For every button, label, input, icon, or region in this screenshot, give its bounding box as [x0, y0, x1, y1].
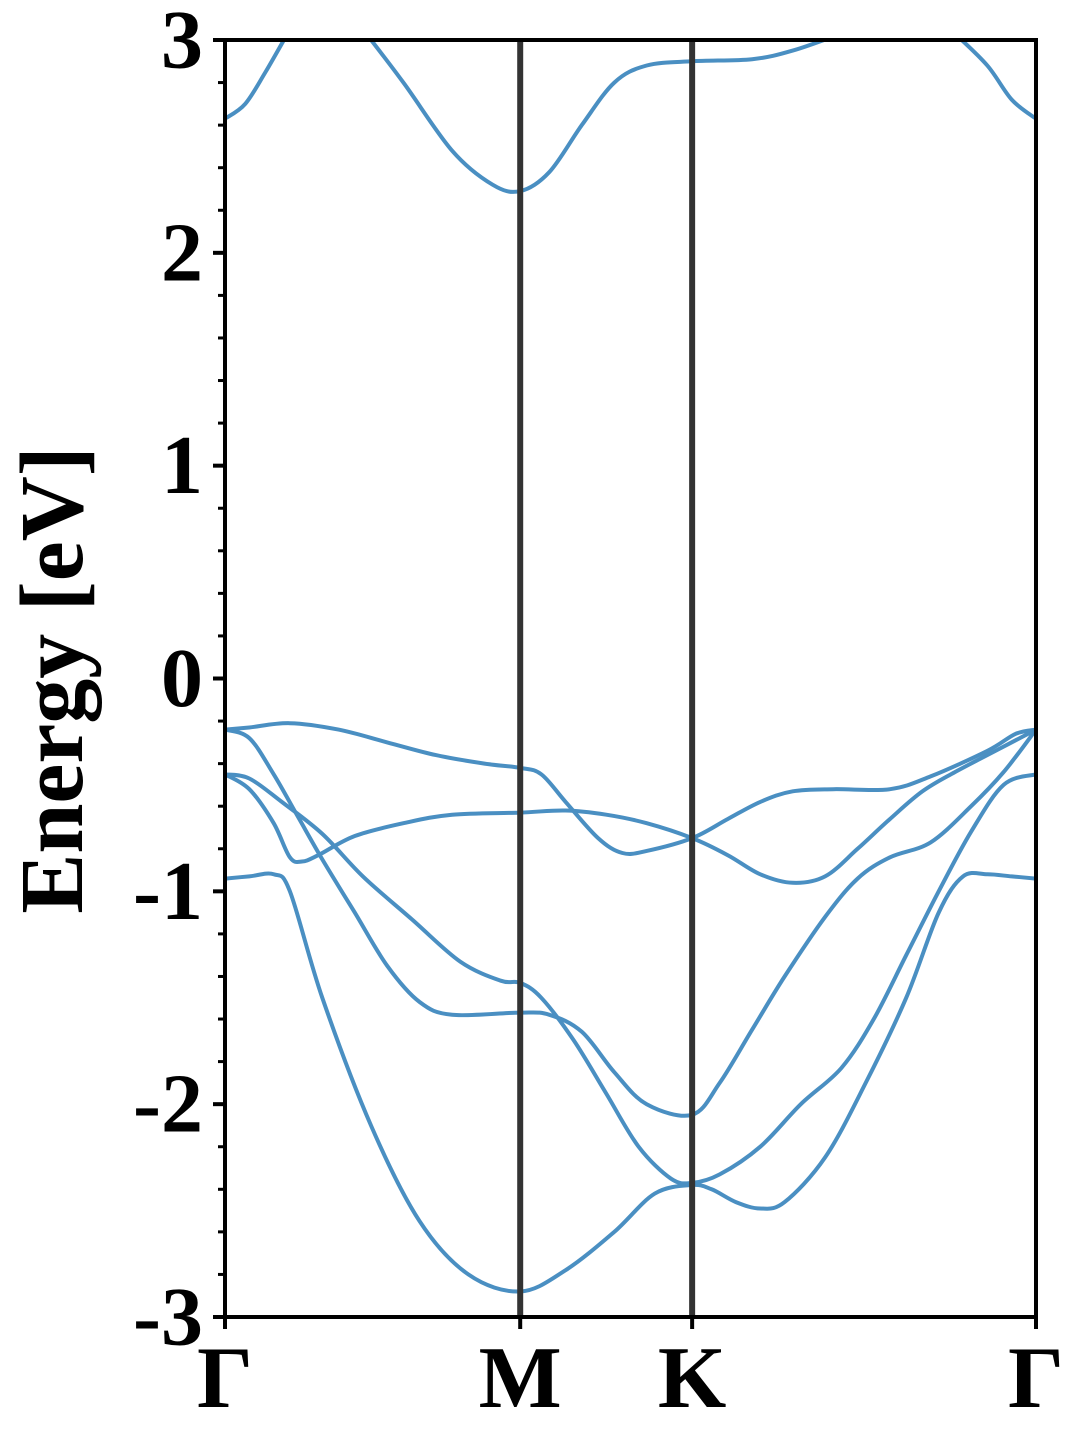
band-line-4	[225, 721, 1036, 856]
band-line-6	[225, 727, 1036, 885]
y-tick-label: 0	[161, 632, 203, 725]
band-line-2	[368, 40, 830, 194]
band-line-5	[225, 727, 1036, 1118]
y-tick-label: -2	[133, 1058, 203, 1151]
y-tick-label: 2	[161, 206, 203, 299]
x-tick-label-γ: Γ	[197, 1330, 253, 1427]
band-line-3	[958, 40, 1036, 121]
y-tick-label: 1	[161, 419, 203, 512]
x-tick-label-k: K	[658, 1330, 726, 1427]
y-tick-label: -3	[133, 1271, 203, 1364]
x-tick-label-m: M	[479, 1330, 562, 1427]
high-symmetry-lines	[517, 40, 696, 1317]
plot-frame	[223, 38, 1038, 1319]
y-tick-label: 3	[161, 0, 203, 87]
band-line-1	[225, 40, 287, 121]
y-axis-ticks: 3 2 1 0 -1 -2 -3	[133, 0, 225, 1364]
band-lines	[225, 40, 1036, 1294]
band-line-7	[225, 772, 1036, 1186]
y-tick-label: -1	[133, 845, 203, 938]
y-axis-label: Energy [eV]	[3, 446, 102, 913]
x-tick-label-γ: Γ	[1008, 1330, 1064, 1427]
band-line-8	[225, 870, 1036, 1294]
